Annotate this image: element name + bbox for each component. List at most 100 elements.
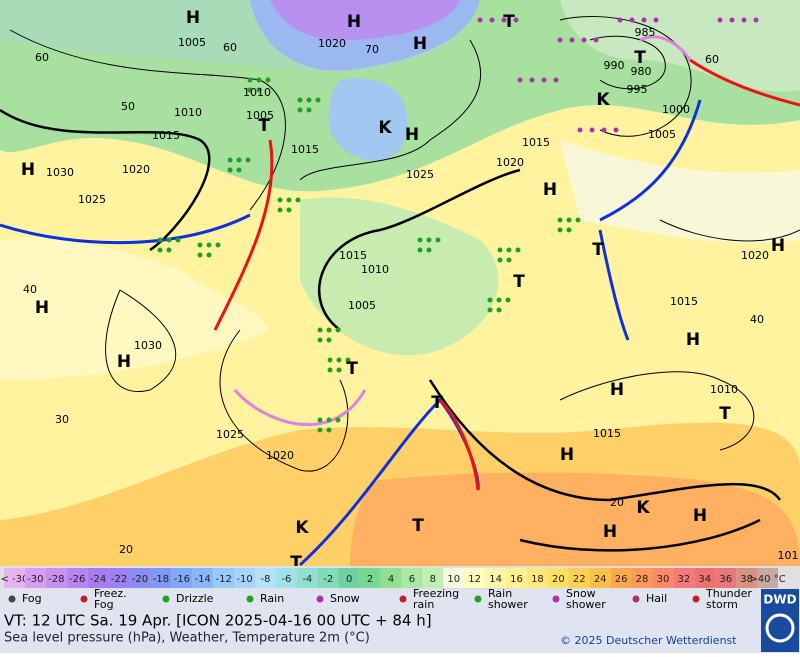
rain-symbol [435,237,441,243]
pressure-label: 1010 [710,383,738,396]
legend-label: storm [706,598,738,611]
rain-symbol [317,417,323,423]
scale-label: -26 [69,574,85,585]
rain-symbol [326,417,332,423]
rain-symbol [215,242,221,248]
pressure-label: 1010 [243,86,271,99]
scale-cell [443,568,465,588]
legend-icon [552,595,560,603]
pressure-label: 990 [604,59,625,72]
legend-label: shower [566,598,606,611]
rain-symbol [496,297,502,303]
snow-symbol [553,77,559,83]
legend-icon [474,595,482,603]
snow-symbol [601,127,607,133]
snow-symbol [477,17,483,23]
rain-symbol [297,107,303,113]
rain-symbol [326,327,332,333]
pressure-label: 1005 [648,128,676,141]
snow-symbol [577,127,583,133]
scale-label: 4 [388,574,394,585]
pressure-label: 60 [705,53,719,66]
pressure-label: 1015 [152,129,180,142]
pressure-label: 1015 [291,143,319,156]
scale-label: 34 [698,574,711,585]
pressure-center: T [634,48,646,68]
scale-cell [380,568,402,588]
pressure-label: 30 [55,413,69,426]
rain-symbol [166,237,172,243]
legend-label: Freezing [413,587,459,600]
pressure-label: 1010 [174,106,202,119]
legend-label: Rain [488,587,512,600]
pressure-center: H [413,34,427,54]
scale-label: 22 [573,574,586,585]
rain-symbol [286,207,292,213]
pressure-center: H [405,125,419,145]
legend-icon [80,595,88,603]
scale-cell [4,568,25,588]
pressure-center: H [693,506,707,526]
scale-cell [401,568,423,588]
rain-symbol [286,197,292,203]
snow-symbol [753,17,759,23]
scale-cell [736,568,758,588]
map-background [0,0,800,566]
rain-symbol [557,227,563,233]
pressure-center: K [378,118,392,138]
legend-icon [632,595,640,603]
pressure-label: 980 [631,65,652,78]
valid-time: VT: 12 UTC Sa. 19 Apr. [ICON 2025-04-16 … [4,612,432,630]
rain-symbol [426,237,432,243]
rain-symbol [206,242,212,248]
pressure-label: 70 [365,43,379,56]
pressure-center: T [513,272,525,292]
pressure-label: 1025 [78,193,106,206]
pressure-center: H [771,236,785,256]
scale-label: 36 [719,574,732,585]
scale-label: 0 [346,574,352,585]
rain-symbol [175,237,181,243]
color-scale: < -30-30 -28 -26 -24 -22 -20 -18 -16 -14 -12 -10 -8… [1,568,786,588]
snow-symbol [489,17,495,23]
scale-label: 2 [367,574,373,585]
legend-label: Fog [22,592,42,605]
rain-symbol [497,247,503,253]
rain-symbol [505,297,511,303]
scale-cell [422,568,444,588]
scale-label: -2 [323,574,333,585]
rain-symbol [336,357,342,363]
pressure-label: 20 [119,543,133,556]
legend-icon [162,595,170,603]
scale-cell [631,568,653,588]
snow-symbol [569,37,575,43]
legend-icon [8,595,16,603]
rain-symbol [277,207,283,213]
scale-label: < -30 [1,574,29,585]
pressure-label: 40 [750,313,764,326]
pressure-center: H [347,12,361,32]
pressure-center: H [610,380,624,400]
rain-symbol [157,247,163,253]
rain-symbol [506,247,512,253]
snow-symbol [541,77,547,83]
scale-label: -24 [90,574,106,585]
rain-symbol [496,307,502,313]
legend-label: rain [413,598,434,611]
rain-symbol [197,242,203,248]
scale-cell [45,568,67,588]
rain-symbol [575,217,581,223]
legend-label: Freez. [94,587,127,600]
scale-cell [338,568,360,588]
rain-symbol [497,257,503,263]
rain-symbol [227,157,233,163]
scale-label: -18 [153,574,169,585]
scale-label: 26 [615,574,628,585]
rain-symbol [295,197,301,203]
scale-cell [192,568,214,588]
pressure-label: 1025 [406,168,434,181]
rain-symbol [417,237,423,243]
scale-label: -12 [215,574,231,585]
pressure-label: 1000 [662,103,690,116]
pressure-label: 60 [223,41,237,54]
